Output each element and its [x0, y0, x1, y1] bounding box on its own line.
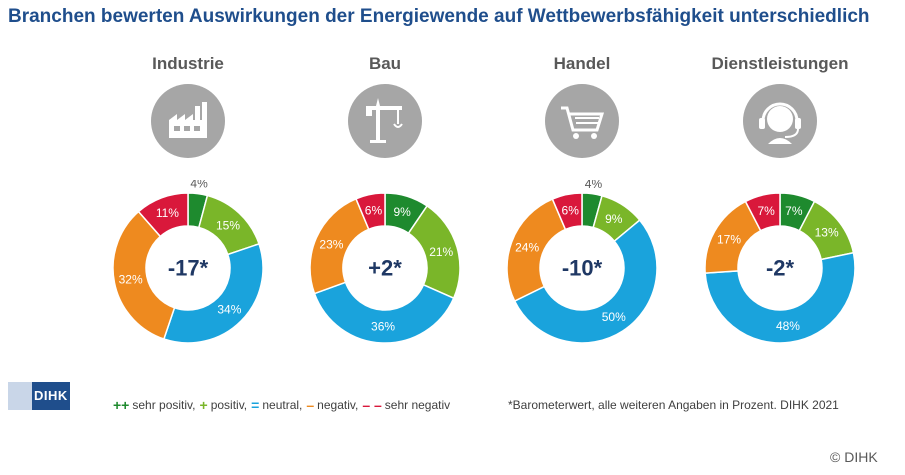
donut-segment	[513, 219, 658, 344]
barometer-value: -17*	[168, 256, 209, 281]
segment-label: 9%	[605, 212, 623, 226]
legend-item: ++ sehr positiv,	[113, 398, 196, 412]
legend-item: – negativ,	[306, 398, 358, 412]
segment-label: 50%	[602, 310, 626, 324]
legend-label: sehr positiv,	[132, 398, 196, 412]
donut-segment	[313, 281, 455, 344]
chart-title: Branchen bewerten Auswirkungen der Energ…	[8, 6, 870, 27]
donut-segment	[137, 192, 189, 238]
copyright: © DIHK	[830, 449, 878, 465]
segment-label: 36%	[371, 319, 395, 333]
legend-symbol: – –	[362, 397, 382, 413]
segment-label: 7%	[785, 204, 803, 218]
segment-label: 4%	[190, 180, 208, 191]
segment-label: 6%	[365, 204, 383, 218]
donut-segment	[551, 192, 583, 231]
barometer-value: +2*	[368, 256, 402, 281]
legend-label: positiv,	[210, 398, 248, 412]
legend-item: – – sehr negativ	[362, 398, 450, 412]
segment-label: 11%	[156, 206, 179, 220]
segment-label: 9%	[393, 205, 411, 219]
panel-bau: Bau 9% 21% 36% 23% 6% +2*	[290, 50, 480, 360]
donut-chart-dienstleistungen: 7% 13% 48% 17% 7% -2*	[704, 192, 856, 344]
segment-label: 23%	[319, 238, 343, 252]
logo-text: DIHK	[34, 388, 68, 403]
barometer-value: -2*	[766, 256, 795, 281]
sector-label: Handel	[553, 54, 611, 73]
segment-label: 4%	[585, 180, 603, 191]
segment-label: 24%	[515, 241, 539, 255]
legend-label: neutral,	[262, 398, 303, 412]
segment-label: 7%	[757, 204, 775, 218]
legend-label: sehr negativ	[384, 398, 451, 412]
panel-dienstleistungen: Dienstleistungen 7% 13% 48% 17% 7% -2*	[685, 50, 875, 360]
donut-segment	[744, 192, 781, 232]
segment-label: 32%	[119, 272, 143, 286]
segment-label: 34%	[217, 302, 241, 316]
legend: ++ sehr positiv, + positiv, = neutral, – negati…	[113, 398, 450, 412]
panel-handel: Handel 4% 9% 50% 24% 6% -10*	[487, 50, 677, 360]
donut-segment	[162, 242, 264, 344]
segment-label: 21%	[429, 245, 453, 259]
donut-segment	[355, 192, 386, 231]
sector-label: Dienstleistungen	[711, 54, 849, 73]
legend-symbol: =	[251, 397, 260, 413]
sector-label: Industrie	[152, 54, 224, 73]
donut-chart-bau: 9% 21% 36% 23% 6% +2*	[309, 192, 461, 344]
legend-symbol: –	[306, 397, 315, 413]
legend-label: negativ,	[317, 398, 359, 412]
headset-icon	[743, 84, 817, 158]
segment-label: 48%	[776, 319, 800, 333]
barometer-value: -10*	[562, 256, 603, 281]
legend-symbol: ++	[113, 397, 130, 413]
segment-label: 6%	[562, 204, 580, 218]
segment-label: 13%	[815, 226, 839, 240]
donut-chart-handel: 4% 9% 50% 24% 6% -10*	[506, 180, 658, 344]
panel-industrie: Industrie 4% 15% 34% 32% 11% -17*	[93, 50, 283, 360]
footnote: *Barometerwert, alle weiteren Angaben in…	[508, 398, 839, 412]
segment-label: 17%	[717, 232, 741, 246]
dihk-logo: DIHK	[8, 382, 70, 410]
segment-label: 15%	[216, 218, 240, 232]
sector-label: Bau	[368, 54, 402, 73]
crane-icon	[348, 84, 422, 158]
legend-item: = neutral,	[251, 398, 302, 412]
legend-item: + positiv,	[200, 398, 248, 412]
legend-symbol: +	[199, 397, 208, 413]
factory-icon	[151, 84, 225, 158]
donut-segment	[704, 251, 856, 344]
donut-chart-industrie: 4% 15% 34% 32% 11% -17*	[112, 180, 264, 344]
shopping-cart-icon	[545, 84, 619, 158]
donut-segment	[112, 210, 176, 340]
